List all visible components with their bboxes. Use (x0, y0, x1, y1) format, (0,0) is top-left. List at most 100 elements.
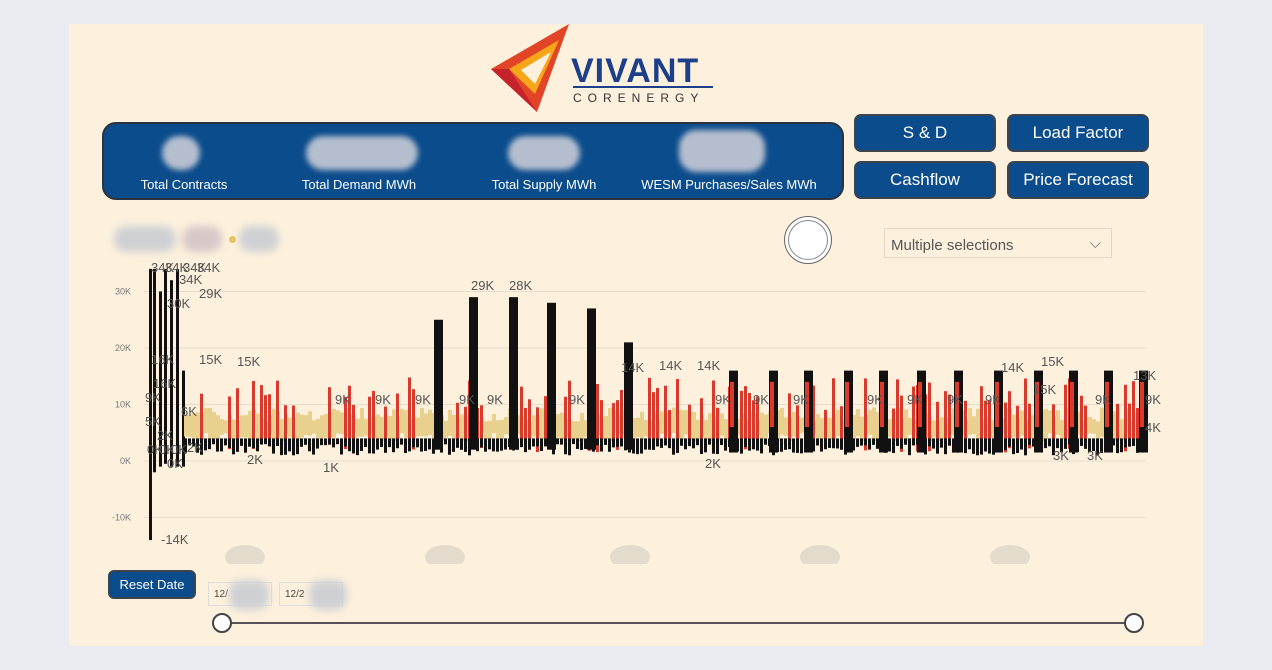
demand-bar (972, 438, 975, 454)
load-factor-button[interactable]: Load Factor (1007, 114, 1149, 152)
supply-bar (348, 385, 351, 440)
supply-bar (292, 405, 295, 441)
demand-bar (680, 438, 683, 446)
demand-bar (872, 438, 875, 445)
demand-bar (356, 438, 359, 456)
demand-bar (748, 438, 751, 451)
demand-bar (396, 438, 399, 449)
supply-bar (740, 390, 743, 443)
supply-bar (1080, 395, 1083, 439)
demand-bar (752, 438, 755, 450)
supply-bar (536, 407, 539, 453)
demand-bar (368, 438, 371, 454)
wesm-bar (452, 414, 456, 440)
demand-bar (196, 438, 199, 453)
demand-bar (304, 438, 307, 445)
date-slider-track[interactable] (222, 622, 1134, 624)
date-redacted (229, 580, 269, 610)
supply-bar (372, 390, 375, 440)
demand-bar (504, 438, 507, 450)
demand-bar (1112, 438, 1115, 446)
wesm-bar (332, 408, 336, 438)
data-label: 0K (147, 442, 163, 457)
supply-bar (918, 381, 922, 428)
supply-bar (1008, 391, 1011, 449)
selection-dropdown[interactable]: Multiple selections ⌵ (884, 228, 1112, 258)
wesm-bar (696, 419, 700, 439)
data-label: 14K (697, 358, 720, 373)
demand-bar (624, 342, 633, 450)
data-label: 5K (145, 414, 161, 429)
data-label: 2K (247, 452, 263, 467)
supply-bar (980, 386, 983, 447)
demand-bar (896, 438, 899, 446)
supply-bar (564, 396, 567, 451)
price-forecast-button[interactable]: Price Forecast (1007, 161, 1149, 199)
data-label: 9K (1095, 392, 1111, 407)
demand-bar (856, 438, 859, 447)
demand-bar (720, 438, 723, 445)
date-slider-start-handle[interactable] (212, 613, 232, 633)
demand-bar (232, 438, 235, 455)
wesm-bar (204, 408, 208, 434)
data-label: 14K (1001, 360, 1024, 375)
kpi-panel: Total Contracts Total Demand MWh Total S… (102, 122, 844, 200)
demand-bar (612, 438, 615, 448)
demand-bar (868, 438, 871, 450)
data-label: 2K (705, 456, 721, 471)
supply-bar (1028, 403, 1031, 449)
wesm-bar (388, 415, 392, 441)
wesm-bar (484, 421, 488, 440)
wesm-bar (968, 408, 972, 435)
wesm-bar (420, 407, 424, 437)
start-date-text: 12/ (214, 589, 228, 600)
date-slider-end-handle[interactable] (1124, 613, 1144, 633)
data-label: 28K (509, 278, 532, 293)
wesm-bar (888, 419, 892, 437)
sd-button[interactable]: S & D (854, 114, 996, 152)
supply-bar (928, 382, 931, 452)
demand-bar (1124, 438, 1127, 448)
supply-bar (652, 392, 655, 442)
reset-date-button[interactable]: Reset Date (108, 570, 196, 599)
data-label: 34K (151, 260, 174, 275)
wesm-bar (904, 409, 908, 441)
demand-bar (660, 438, 663, 448)
wesm-bar (852, 414, 856, 440)
demand-bar (584, 438, 587, 449)
demand-bar (820, 438, 823, 452)
supply-bar (480, 405, 483, 449)
demand-bar (888, 438, 891, 452)
data-label: 9K (985, 392, 1001, 407)
wesm-bar (792, 411, 796, 437)
data-label: 0K (167, 456, 183, 471)
wesm-bar (216, 415, 220, 440)
wesm-bar (860, 416, 864, 442)
demand-bar (912, 438, 915, 446)
wesm-bar (460, 414, 464, 441)
demand-bar (412, 438, 415, 448)
wesm-bar (280, 419, 284, 441)
wesm-bar (940, 417, 944, 440)
supply-bar (1070, 381, 1074, 428)
x-tick-redacted (425, 545, 465, 564)
x-tick-redacted (800, 545, 840, 564)
demand-bar (284, 438, 287, 455)
y-tick-label: 20K (115, 343, 131, 353)
supply-bar (912, 386, 915, 444)
demand-bar (444, 438, 447, 445)
toggle-circle-button[interactable] (784, 216, 832, 264)
cashflow-button[interactable]: Cashflow (854, 161, 996, 199)
wesm-bar (632, 418, 636, 440)
chevron-down-icon: ⌵ (1089, 235, 1101, 252)
demand-bar (816, 438, 819, 446)
supply-bar (892, 408, 895, 448)
data-label: 9K (415, 392, 431, 407)
demand-bar (668, 438, 671, 449)
demand-bar (1096, 438, 1099, 455)
demand-bar (1064, 438, 1067, 449)
wesm-bar (360, 407, 364, 437)
wesm-bar (680, 410, 684, 441)
legend-redacted (239, 226, 279, 252)
demand-bar (540, 438, 543, 451)
